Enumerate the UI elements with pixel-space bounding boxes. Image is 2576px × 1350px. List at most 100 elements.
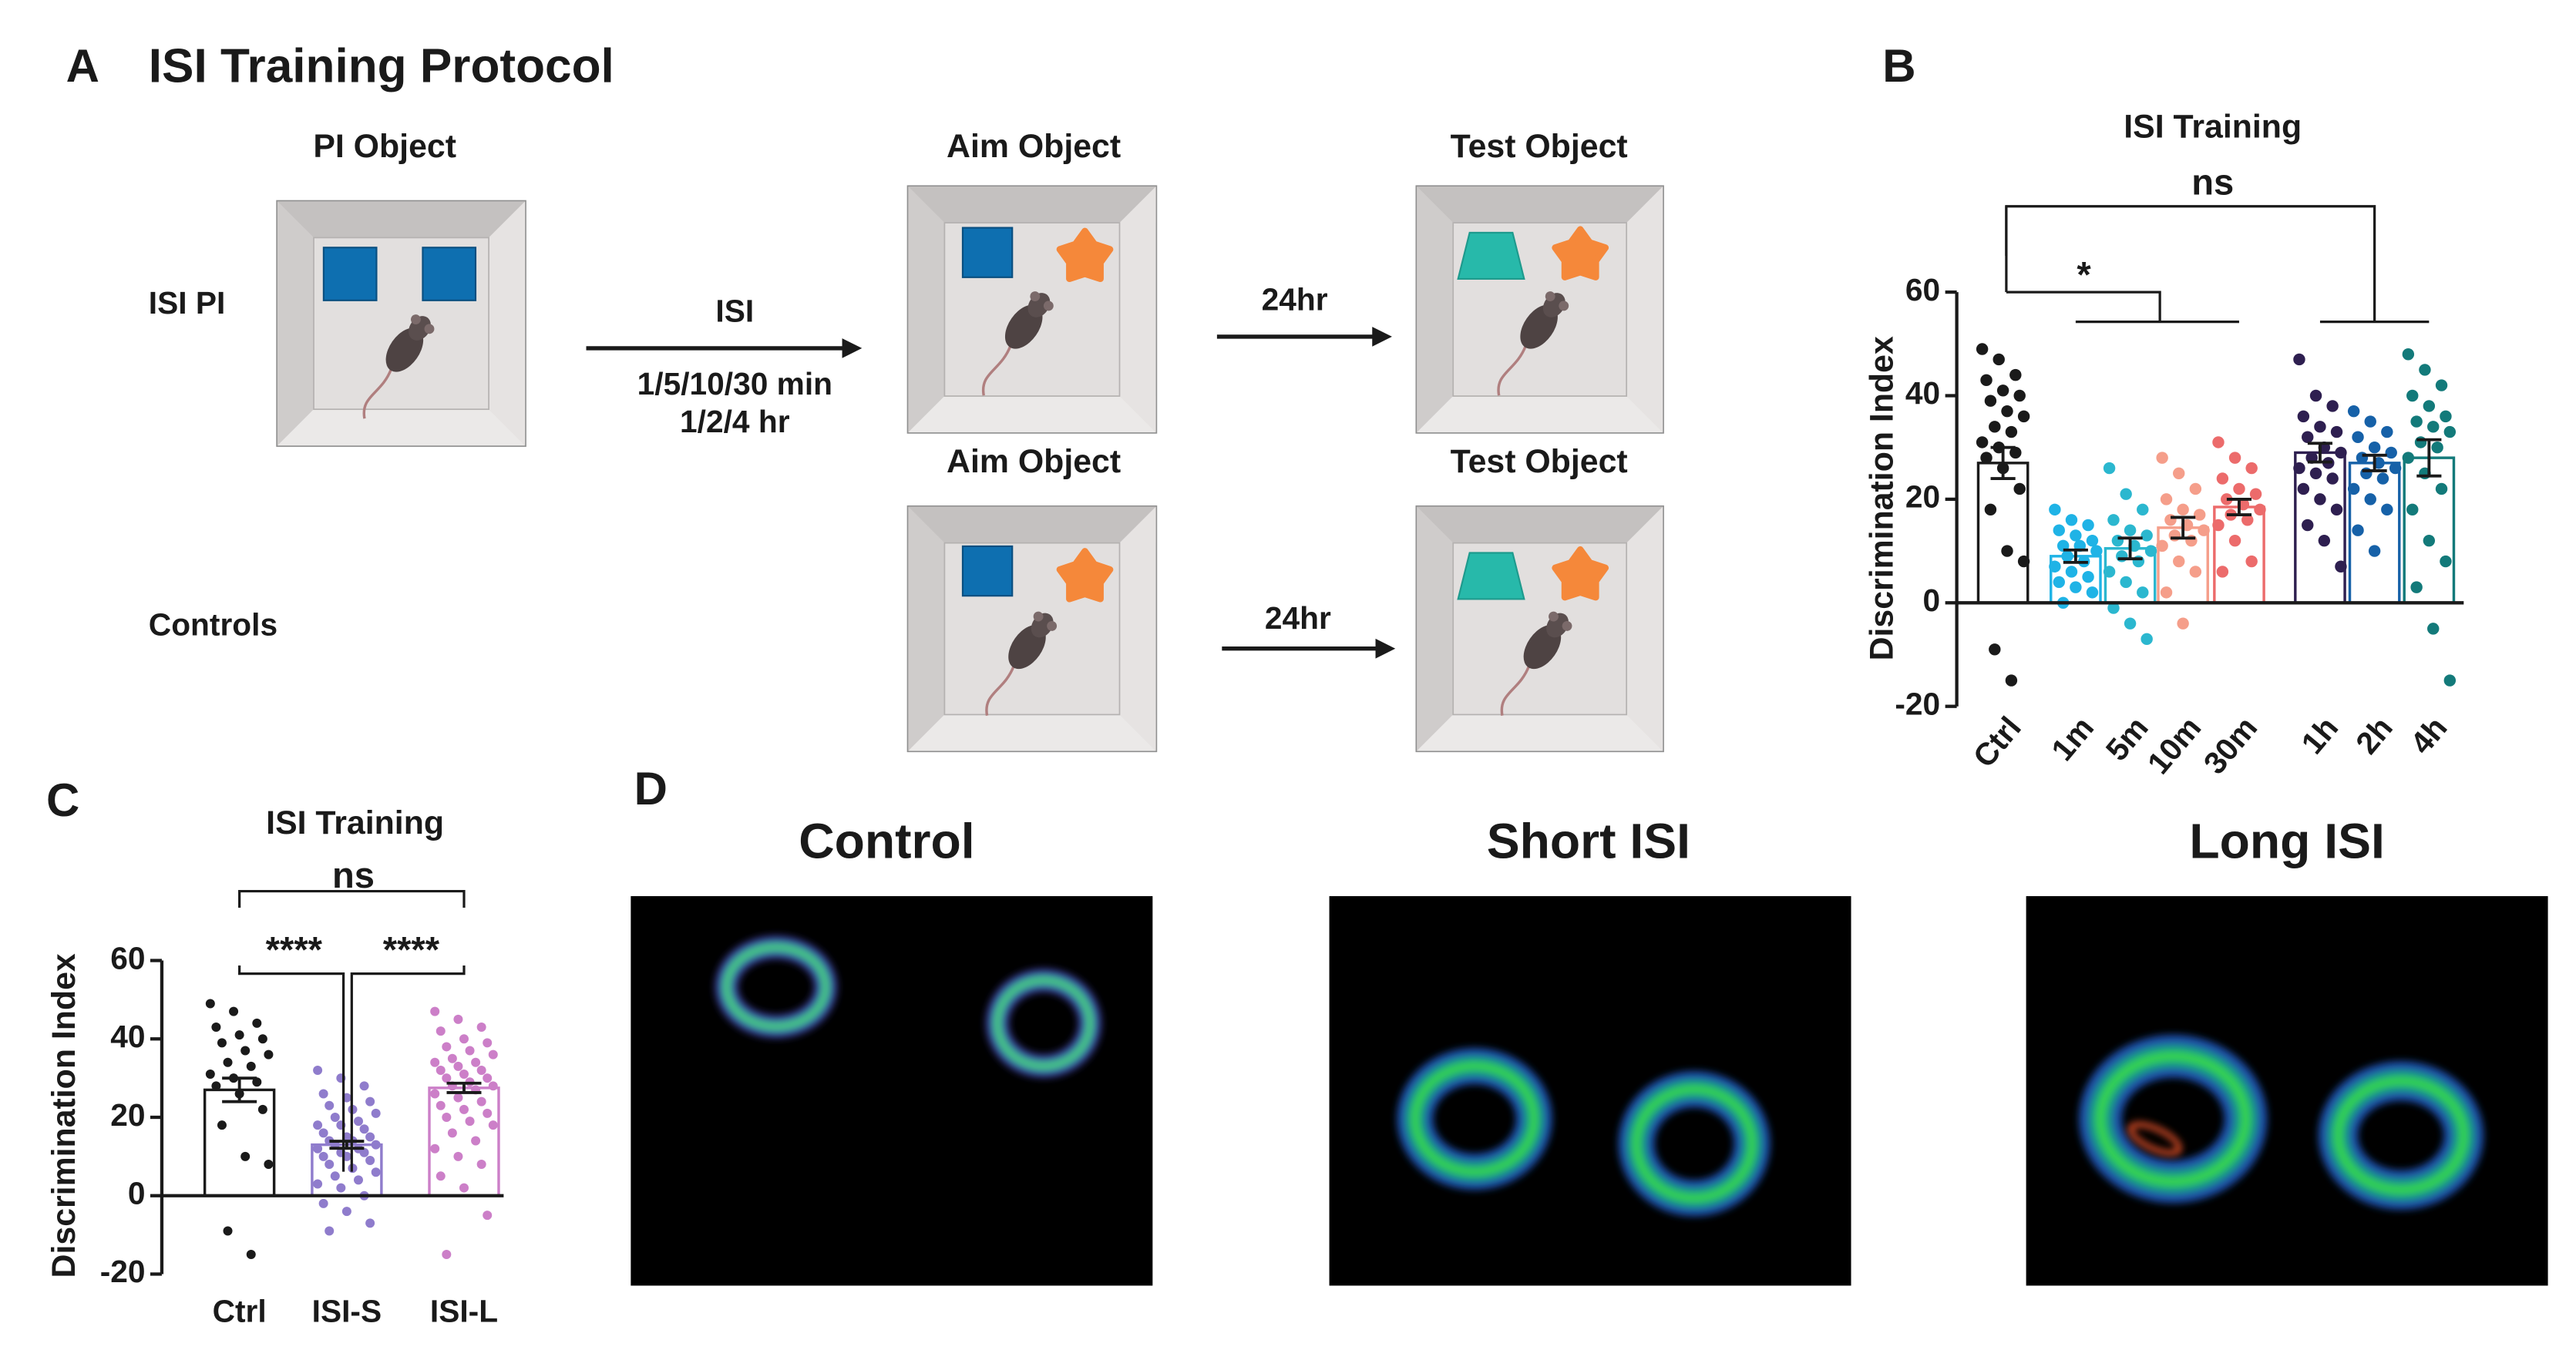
data-point bbox=[2297, 410, 2310, 423]
data-point bbox=[442, 1073, 452, 1083]
data-point bbox=[2368, 441, 2381, 454]
data-point bbox=[2435, 482, 2448, 495]
data-point bbox=[2335, 446, 2347, 459]
data-point bbox=[2330, 503, 2343, 516]
mouse-ear bbox=[411, 314, 421, 325]
data-point bbox=[234, 1030, 244, 1040]
data-point bbox=[359, 1124, 369, 1134]
data-point bbox=[2435, 379, 2448, 391]
mouse bbox=[1500, 611, 1572, 717]
x-tick-label: Ctrl bbox=[1966, 710, 2028, 774]
data-point bbox=[2389, 462, 2402, 475]
data-point bbox=[2005, 425, 2018, 438]
data-point bbox=[2249, 488, 2262, 500]
arena-wall bbox=[1417, 186, 1663, 223]
data-point bbox=[2364, 493, 2376, 505]
data-point bbox=[1989, 421, 2001, 433]
heatmap-layer bbox=[724, 945, 828, 1029]
data-point bbox=[2347, 482, 2360, 495]
data-point bbox=[2107, 602, 2120, 614]
object-trapezoid bbox=[1457, 552, 1525, 600]
data-point bbox=[2254, 503, 2266, 516]
mouse-ear bbox=[1043, 301, 1054, 311]
data-point bbox=[2053, 576, 2065, 589]
data-point bbox=[2326, 400, 2339, 412]
data-point bbox=[330, 1113, 340, 1123]
error-bar bbox=[2307, 442, 2333, 464]
data-point bbox=[476, 1065, 486, 1075]
stage-label: Test Object bbox=[1451, 128, 1628, 165]
data-point bbox=[336, 1183, 346, 1193]
data-point bbox=[430, 1057, 440, 1067]
arena-wall bbox=[908, 396, 1156, 433]
data-point bbox=[2103, 566, 2116, 578]
y-tick-label: 40 bbox=[1905, 375, 1940, 411]
mouse-ear bbox=[1033, 611, 1044, 622]
y-tick-label: 0 bbox=[1923, 583, 1941, 618]
y-tick-label: -20 bbox=[1895, 686, 1940, 721]
data-point bbox=[2194, 509, 2206, 521]
data-point bbox=[2141, 633, 2153, 646]
data-point bbox=[2124, 617, 2137, 630]
data-point bbox=[2189, 482, 2202, 495]
data-point bbox=[2070, 581, 2082, 593]
data-point bbox=[2318, 534, 2331, 547]
data-point bbox=[313, 1120, 323, 1130]
data-point bbox=[318, 1198, 328, 1208]
arrow-head bbox=[1375, 638, 1396, 659]
data-point bbox=[2406, 389, 2419, 402]
data-point bbox=[365, 1132, 375, 1142]
data-point bbox=[313, 1065, 323, 1075]
mouse-tail bbox=[985, 665, 1015, 717]
arena-wall bbox=[1417, 506, 1454, 751]
data-point bbox=[2314, 421, 2326, 433]
significance-label: ns bbox=[332, 855, 375, 895]
data-point bbox=[483, 1038, 493, 1048]
data-point bbox=[2245, 462, 2258, 475]
data-point bbox=[435, 1065, 446, 1075]
stage-label: Aim Object bbox=[947, 128, 1121, 165]
data-point bbox=[453, 1151, 463, 1161]
data-point bbox=[2049, 560, 2061, 573]
data-point bbox=[2189, 566, 2202, 578]
x-tick-label: 10m bbox=[2141, 710, 2208, 781]
data-point bbox=[2116, 550, 2128, 562]
data-point bbox=[2168, 529, 2181, 542]
data-point bbox=[2360, 467, 2373, 480]
data-point bbox=[2443, 425, 2457, 438]
data-point bbox=[2314, 493, 2326, 505]
data-point bbox=[2427, 421, 2440, 433]
data-point bbox=[2160, 586, 2173, 599]
data-point bbox=[2198, 524, 2210, 536]
data-point bbox=[459, 1034, 469, 1044]
data-point bbox=[359, 1081, 369, 1091]
y-tick-label: 20 bbox=[110, 1097, 145, 1133]
mouse-ear bbox=[1047, 620, 1058, 631]
data-point bbox=[229, 1006, 239, 1016]
x-tick-label: 1m bbox=[2044, 710, 2100, 767]
data-point bbox=[2212, 519, 2225, 532]
data-point bbox=[2049, 503, 2061, 516]
data-point bbox=[365, 1155, 375, 1165]
data-point bbox=[264, 1049, 274, 1060]
data-point bbox=[2164, 514, 2177, 526]
significance-bracket bbox=[350, 965, 466, 1172]
mouse-ear bbox=[1562, 620, 1572, 631]
heatmap-title: Control bbox=[799, 814, 974, 869]
data-point bbox=[453, 1014, 463, 1024]
heatmap-layer bbox=[2095, 1051, 2251, 1187]
heatmap-hotspot bbox=[2127, 1122, 2182, 1156]
panel-label: B bbox=[1882, 40, 1915, 92]
data-point bbox=[2137, 586, 2149, 599]
x-tick-label: Ctrl bbox=[213, 1294, 267, 1329]
data-point bbox=[2009, 446, 2022, 459]
data-point bbox=[246, 1061, 256, 1071]
data-point bbox=[211, 1023, 221, 1033]
panel-label: C bbox=[46, 774, 79, 826]
data-point bbox=[483, 1211, 493, 1221]
data-point bbox=[217, 1038, 227, 1048]
heatmap-ring bbox=[2318, 1061, 2484, 1210]
y-axis-label: Discrimination Index bbox=[45, 953, 82, 1278]
data-point bbox=[430, 1089, 440, 1099]
data-point bbox=[2385, 446, 2397, 459]
